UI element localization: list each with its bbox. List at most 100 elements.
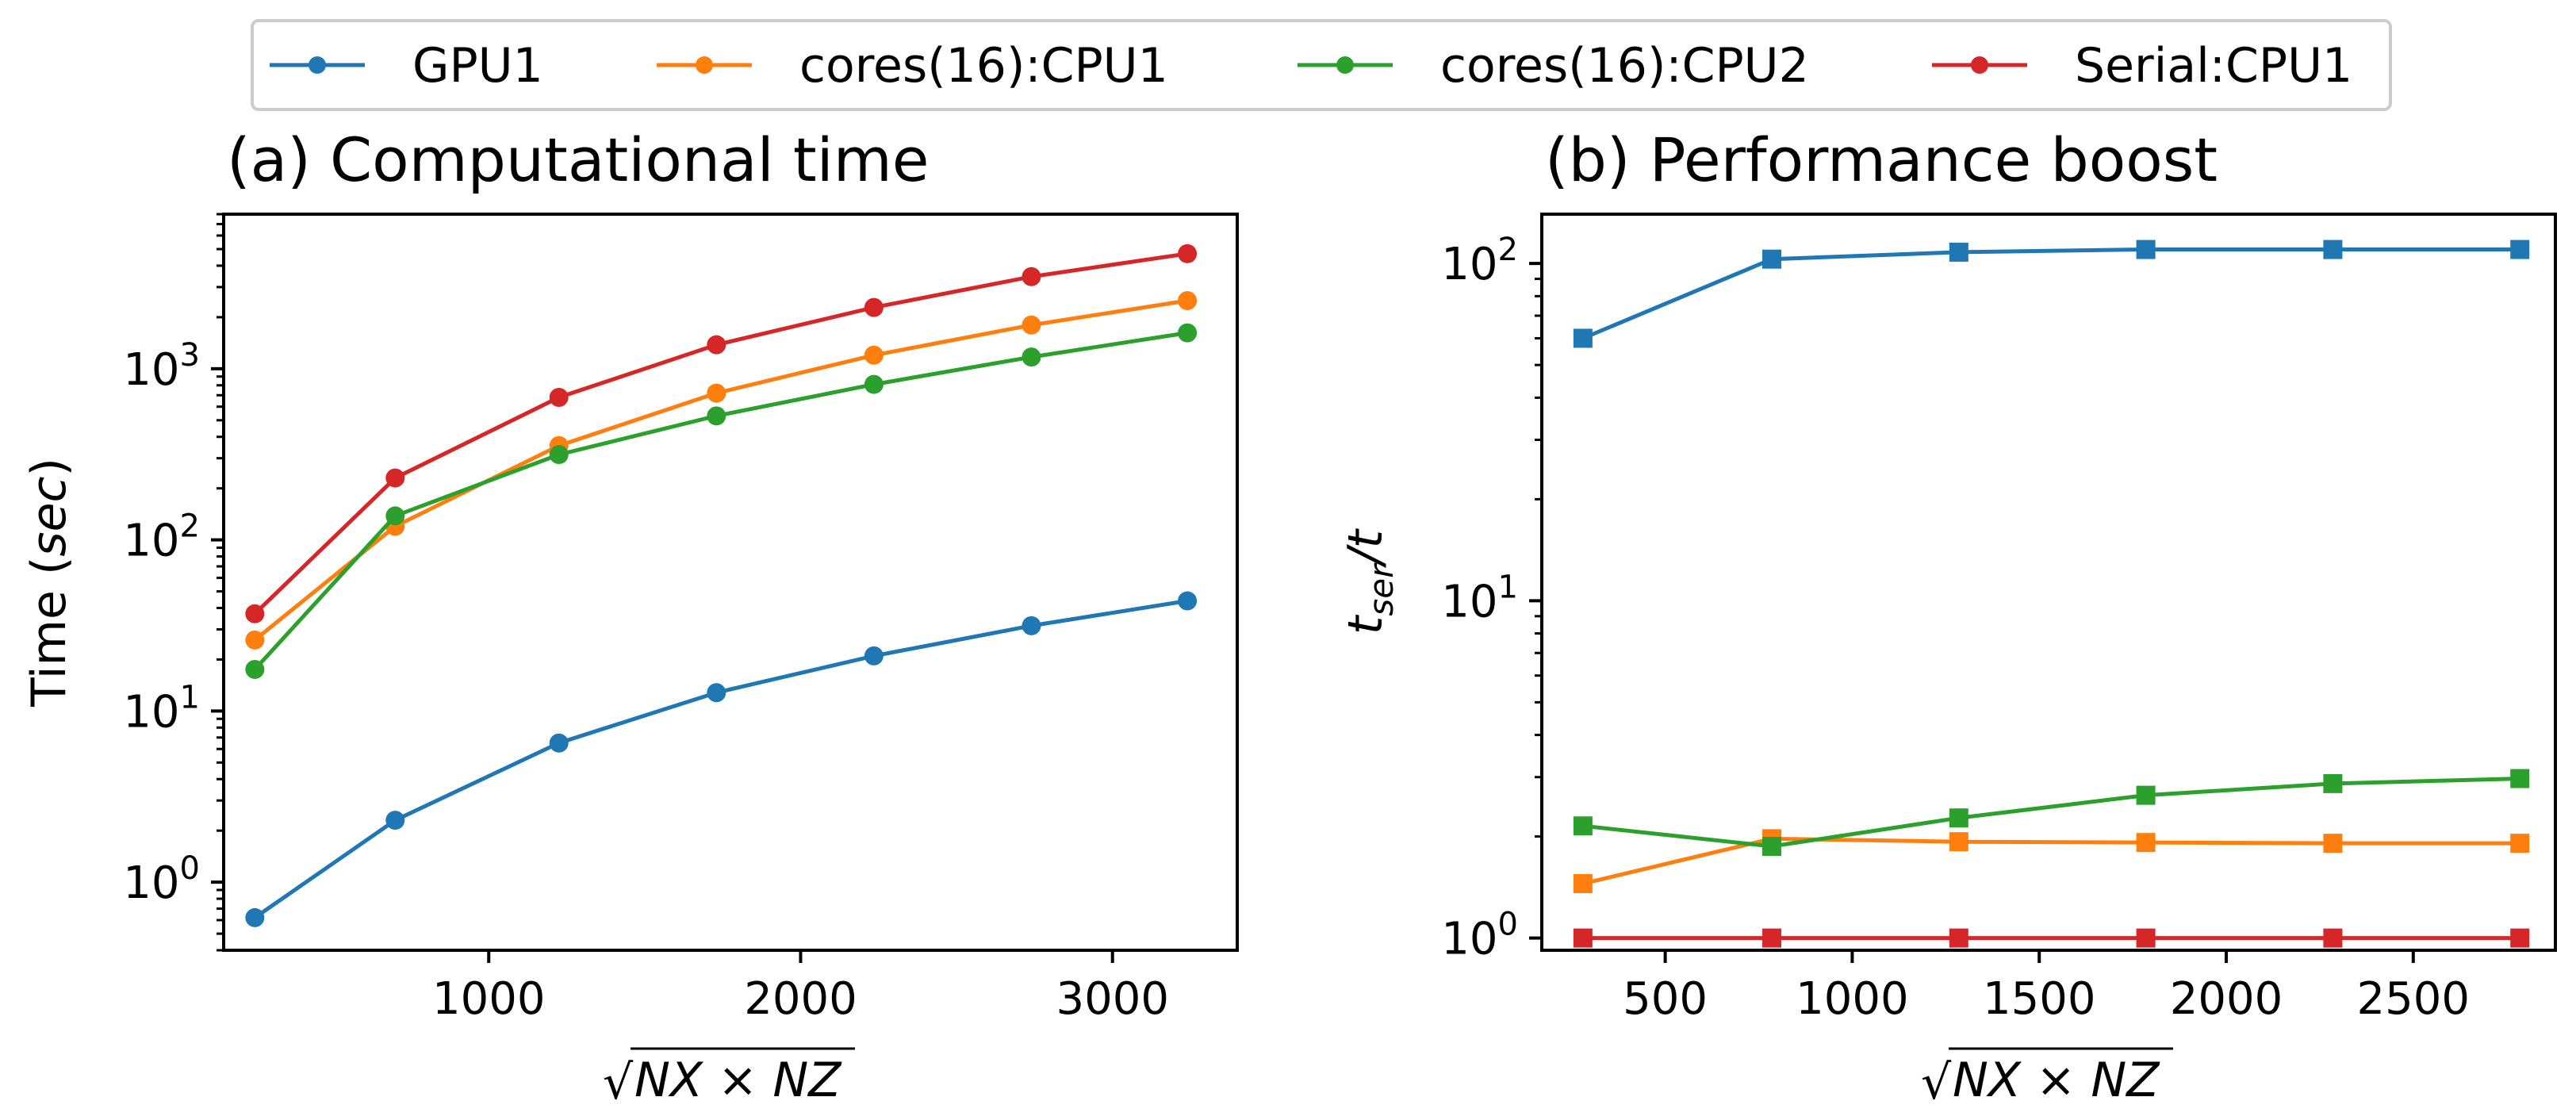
data-point [1949, 832, 1968, 852]
data-point [1949, 242, 1968, 262]
panel-a-ylabel: Time (sec) [21, 458, 77, 708]
panel-b-frame [1540, 213, 2557, 952]
legend-item-gpu1: GPU1 [270, 38, 543, 94]
data-point [1762, 249, 1782, 269]
y-tick-label: 100 [123, 850, 200, 909]
series-serial-cpu1 [1573, 928, 2530, 948]
x-tick-label: 2000 [2170, 973, 2283, 1025]
data-point [1573, 928, 1593, 948]
panel-b-xlabel: √ NX × NZ [1921, 1047, 2173, 1110]
data-point [1022, 315, 1041, 335]
legend-label: cores(16):CPU2 [1440, 38, 1809, 94]
data-point [707, 406, 726, 426]
data-point [2510, 240, 2530, 259]
legend-item-cores-16-cpu1: cores(16):CPU1 [657, 38, 1168, 94]
y-tick-label: 101 [1441, 569, 1518, 627]
series-gpu1 [245, 591, 1198, 927]
data-point [1949, 928, 1968, 948]
data-point [2136, 928, 2156, 948]
y-tick-label: 100 [1441, 907, 1518, 965]
legend: GPU1 cores(16):CPU1 cores(16):CPU2 Serial:C… [251, 19, 2392, 111]
data-point [245, 907, 265, 927]
svg-text:√: √ [1921, 1055, 1952, 1110]
data-point [2323, 928, 2343, 948]
data-point [549, 733, 569, 753]
panel-a: (a) Computational time 1000 2000 3000 100 1… [21, 125, 1239, 1110]
data-point [2323, 834, 2343, 853]
svg-text:NX × NZ: NX × NZ [1953, 1053, 2160, 1108]
x-tick-label: 2500 [2357, 973, 2471, 1025]
panel-a-frame [222, 213, 1239, 952]
data-point [707, 335, 726, 355]
data-point [707, 683, 726, 703]
legend-label: Serial:CPU1 [2075, 38, 2352, 94]
data-point [1178, 244, 1198, 263]
data-point [1178, 591, 1198, 611]
data-point [2136, 833, 2156, 853]
data-point [2323, 240, 2343, 259]
x-tick-label: 2000 [744, 973, 857, 1025]
x-tick-label: 1000 [432, 973, 546, 1025]
svg-text:tser/t: tser/t [1338, 527, 1401, 635]
legend-marker [309, 56, 326, 74]
legend-item-serial-cpu1: Serial:CPU1 [1932, 38, 2352, 94]
data-point [1949, 808, 1968, 828]
legend-marker [1336, 56, 1354, 74]
legend-label: GPU1 [412, 38, 543, 94]
data-point [1178, 290, 1198, 310]
data-point [1573, 328, 1593, 348]
data-point [707, 383, 726, 403]
series-line [1581, 247, 2520, 340]
data-point [245, 604, 265, 623]
data-point [2323, 773, 2343, 793]
data-point [1022, 267, 1041, 286]
data-point [2136, 240, 2156, 259]
data-point [1022, 347, 1041, 367]
data-point [549, 445, 569, 465]
data-point [245, 630, 265, 650]
data-point [864, 345, 884, 365]
data-point [864, 297, 884, 317]
series-serial-cpu1 [245, 244, 1198, 623]
data-point [245, 659, 265, 679]
series-line [1582, 836, 2520, 886]
data-point [864, 646, 884, 665]
data-point [1762, 928, 1782, 948]
data-point [2510, 769, 2530, 788]
panel-b: (b) Performance boost 500 1000 1500 2000 250… [1338, 125, 2557, 1110]
data-point [2136, 785, 2156, 805]
series-line [253, 599, 1188, 919]
x-tick-label: 1000 [1796, 973, 1909, 1025]
series-cores-16-cpu2 [1573, 769, 2530, 857]
y-tick-label: 102 [123, 508, 200, 567]
data-point [1573, 873, 1593, 893]
series-line [253, 251, 1188, 616]
legend-marker [1971, 56, 1988, 74]
data-point [1022, 616, 1041, 635]
data-point [549, 387, 569, 407]
data-point [2510, 834, 2530, 853]
data-point [1762, 837, 1782, 857]
y-tick-label: 101 [123, 679, 200, 738]
panel-b-ylabel: tser/t [1338, 527, 1401, 635]
series-line [253, 331, 1188, 671]
data-point [1573, 816, 1593, 836]
svg-text:NX × NZ: NX × NZ [634, 1053, 842, 1108]
data-point [385, 468, 405, 488]
data-point [2510, 928, 2530, 948]
svg-text:√: √ [603, 1055, 634, 1110]
panel-a-xlabel: √ NX × NZ [603, 1047, 855, 1110]
legend-item-cores-16-cpu2: cores(16):CPU2 [1298, 38, 1809, 94]
y-tick-label: 103 [123, 337, 200, 396]
legend-label: cores(16):CPU1 [799, 38, 1168, 94]
y-tick-label: 102 [1441, 232, 1518, 290]
svg-text:Time (sec): Time (sec) [21, 458, 77, 708]
x-tick-label: 500 [1623, 973, 1708, 1025]
series-line [1582, 777, 2520, 849]
series-cores-16-cpu1 [1573, 829, 2530, 893]
series-gpu1 [1573, 240, 2530, 348]
data-point [864, 374, 884, 394]
series-cores-16-cpu2 [245, 323, 1198, 679]
x-tick-label: 3000 [1056, 973, 1169, 1025]
